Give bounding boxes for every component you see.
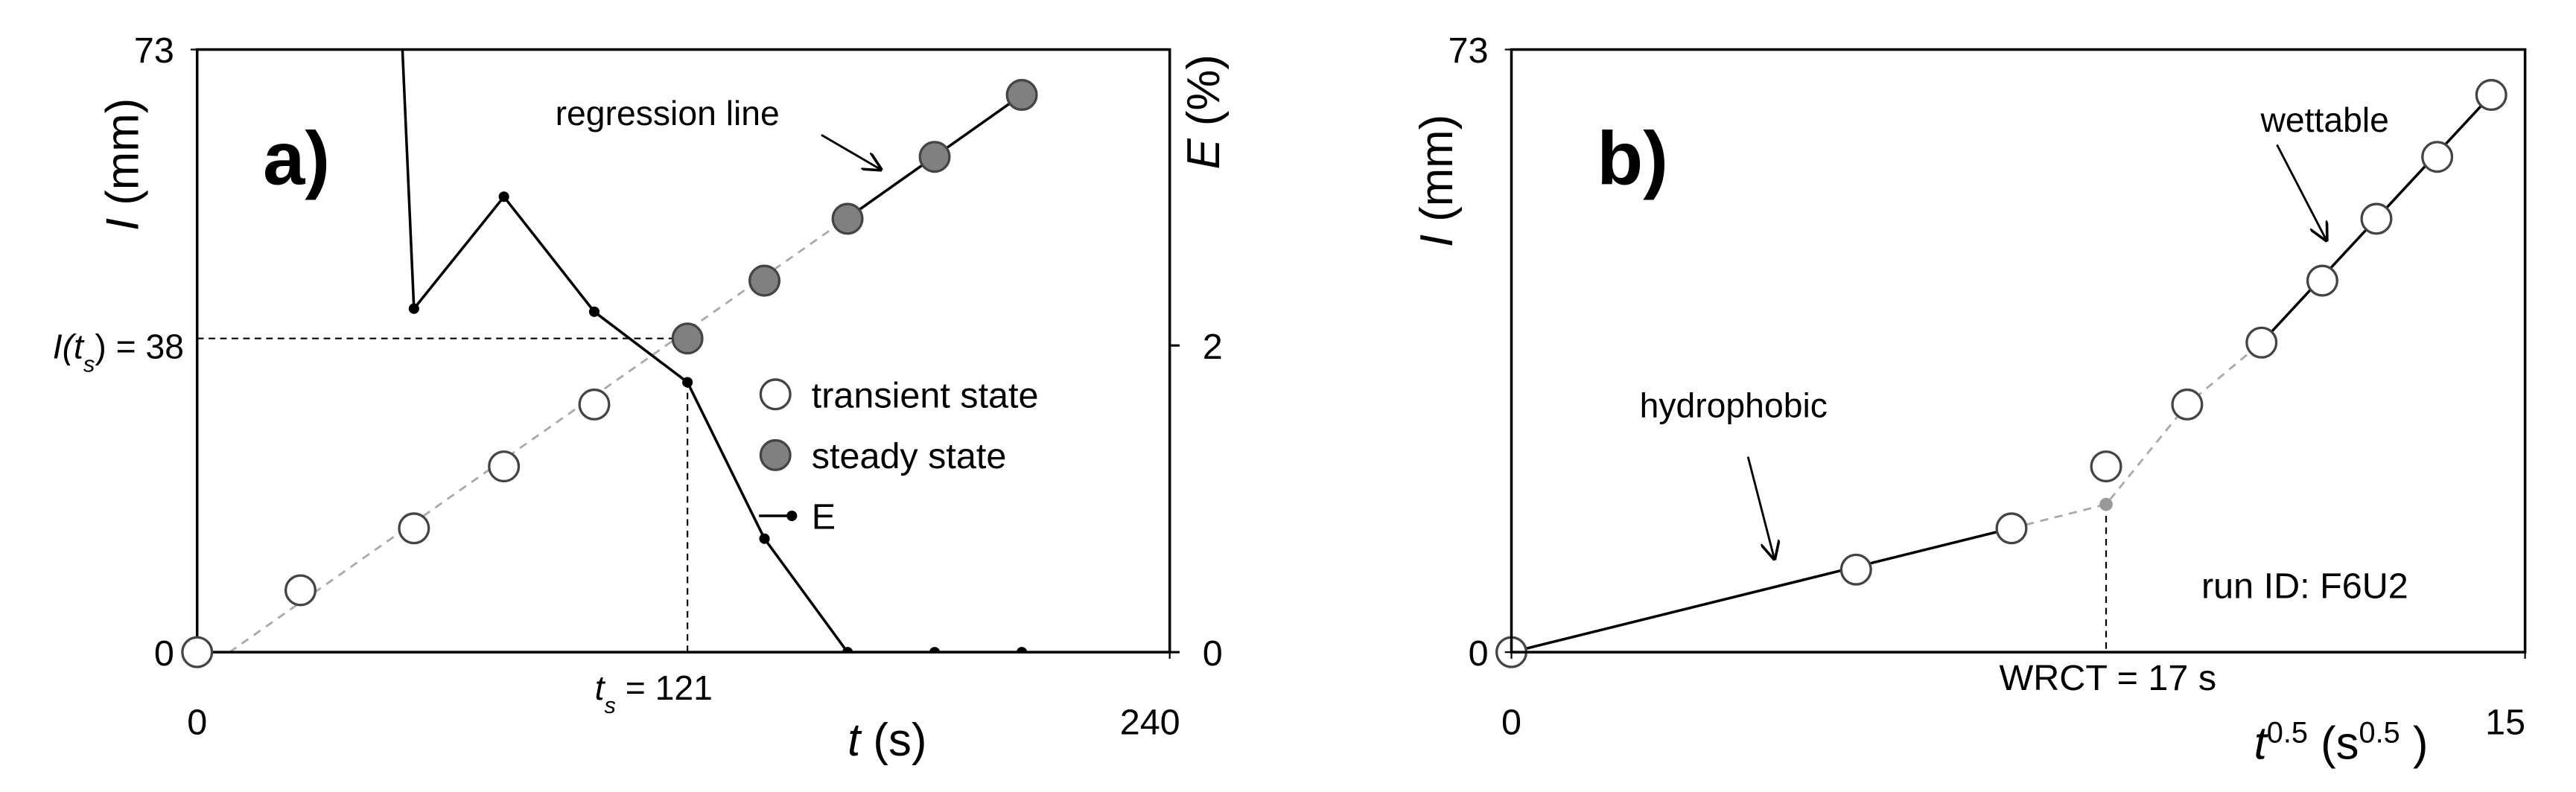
wettable-label: wettable <box>2259 100 2388 139</box>
x-tick-label: 0 <box>1501 702 1521 742</box>
point <box>284 574 317 607</box>
label-part: ) <box>2400 718 2429 770</box>
y-tick-label: 0 <box>154 633 174 674</box>
run-id: run ID: F6U2 <box>2201 566 2408 606</box>
label-part: t <box>595 668 606 707</box>
label-part: (s <box>2308 718 2359 770</box>
layer: 0 73 0 240 0 2 transient state steady state E 0 73… <box>134 31 2527 742</box>
point <box>2360 202 2393 235</box>
point <box>671 322 704 355</box>
regression-label: regression line <box>556 94 780 132</box>
y-tick-label: 73 <box>134 31 174 71</box>
legend-dot <box>786 510 798 522</box>
y2-axis-label: E (%) <box>1178 54 1230 169</box>
point <box>588 306 600 317</box>
label-part: t <box>847 715 862 766</box>
point <box>398 512 430 545</box>
point <box>1839 553 1872 586</box>
hydrophobic-label: hydrophobic <box>1640 386 1828 425</box>
label-part: s <box>83 351 95 377</box>
its-label: I(ts) = 38 <box>53 327 184 377</box>
point <box>918 141 951 173</box>
y-tick-label: 73 <box>1448 31 1489 71</box>
point <box>408 303 419 314</box>
plot-frame <box>1510 48 2527 654</box>
legend-label: steady state <box>812 436 1007 476</box>
point <box>2306 264 2338 297</box>
point <box>181 636 214 668</box>
x-axis-label: t (s) <box>847 715 926 766</box>
panel-label: b) <box>1597 115 1668 200</box>
point <box>2245 326 2278 359</box>
label-part: t <box>2254 718 2269 770</box>
panel-label: a) <box>263 115 330 200</box>
y2-tick-label: 2 <box>1203 327 1223 367</box>
legend-marker <box>759 378 792 411</box>
label-part: = 121 <box>616 668 713 707</box>
wrct-label: WRCT = 17 s <box>1999 658 2216 698</box>
label-part: ) = 38 <box>95 327 184 365</box>
x-tick-label: 15 <box>2485 702 2525 742</box>
label-part: I( <box>53 327 77 365</box>
label-part: t <box>74 327 85 365</box>
point <box>2171 388 2204 421</box>
y-axis-label: I (mm) <box>1411 115 1463 247</box>
label-part: 0.5 <box>2359 717 2400 750</box>
y2-tick-label: 0 <box>1203 633 1223 674</box>
x-tick-label: 240 <box>1120 702 1180 742</box>
legend-marker <box>759 438 792 471</box>
line <box>1511 527 2012 654</box>
plot-frame <box>195 48 1171 654</box>
label-part: (mm) <box>97 98 148 218</box>
arrow <box>1746 456 1774 559</box>
legend-label: E <box>812 497 836 537</box>
point <box>2475 79 2507 112</box>
label-part: s <box>604 692 615 718</box>
arrow <box>821 134 880 169</box>
point <box>2421 141 2454 173</box>
label-part: 0.5 <box>2267 717 2308 750</box>
label-part: I <box>1411 234 1463 247</box>
y-tick-label: 0 <box>1469 633 1489 674</box>
point <box>831 202 864 235</box>
arrow <box>2276 144 2327 240</box>
point <box>748 264 781 297</box>
label-part: I <box>97 218 148 231</box>
intersection-point <box>2099 497 2113 511</box>
point <box>488 450 521 483</box>
plot <box>1495 79 2507 668</box>
line <box>2011 342 2262 530</box>
point <box>578 388 611 421</box>
point <box>1995 512 2028 545</box>
y-axis-label: I (mm) <box>97 98 148 231</box>
point <box>1005 79 1038 112</box>
label-part: (mm) <box>1411 115 1463 234</box>
ts-label: ts = 121 <box>595 668 713 718</box>
point <box>498 191 509 202</box>
x-tick-label: 0 <box>187 702 207 742</box>
label-part: (%) <box>1178 54 1230 138</box>
label-part: E <box>1178 138 1230 170</box>
legend-label: transient state <box>812 375 1039 415</box>
point <box>2090 450 2122 483</box>
label-part: (s) <box>860 715 926 766</box>
point <box>759 533 770 544</box>
x-axis-label: t0.5 (s0.5 ) <box>2254 717 2429 770</box>
